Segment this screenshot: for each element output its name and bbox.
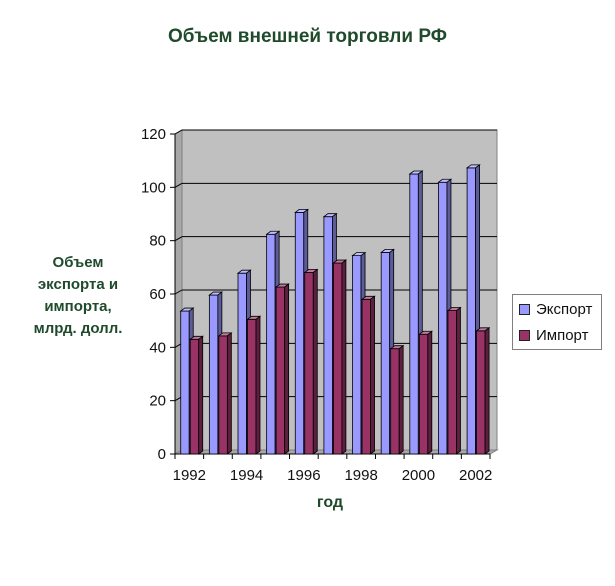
y-axis-label: Объем экспорта и импорта, млрд. долл.: [33, 254, 123, 337]
y-tick-label: 120: [141, 126, 166, 143]
bar-import-1993: [218, 335, 228, 455]
bar-import-1997-side: [341, 259, 347, 455]
bar-export-2002: [466, 167, 476, 455]
bar-import-1998-side: [370, 295, 375, 455]
bar-import-1995-side: [284, 283, 290, 455]
bar-import-2001: [447, 310, 457, 455]
x-tick-label: 1998: [344, 467, 377, 484]
x-axis-label: год: [316, 494, 344, 511]
bar-export-1992: [180, 310, 190, 455]
bar-import-2000: [418, 333, 429, 455]
gridline-side: [174, 129, 183, 135]
bar-import-1992-side: [198, 335, 204, 455]
bar-export-1998: [352, 255, 362, 455]
bar-export-1996: [294, 211, 305, 455]
y-tick-label: 100: [141, 179, 166, 196]
bar-import-1997: [333, 262, 343, 455]
gridline-side: [174, 182, 183, 188]
legend-label-import: Импорт: [536, 327, 589, 344]
bar-import-1994-side: [255, 315, 261, 455]
x-tick-label: 2000: [402, 467, 435, 484]
bar-import-2001-side: [456, 306, 461, 455]
bar-export-2001: [438, 181, 448, 455]
y-tick-label: 20: [149, 393, 166, 410]
x-tick-label: 2002: [459, 467, 492, 484]
bar-export-1995: [266, 233, 276, 455]
y-tick-label: 80: [149, 233, 166, 250]
bar-export-2000: [409, 173, 419, 455]
bar-import-2000-side: [427, 330, 433, 455]
chart-legend: Экспорт Импорт: [512, 294, 602, 350]
bar-import-2002-side: [484, 326, 490, 455]
x-tick-label: 1996: [287, 467, 320, 484]
y-tick-label: 40: [149, 339, 166, 356]
bar-import-1994: [247, 318, 257, 455]
bar-export-1994: [237, 272, 247, 455]
chart-title: Объем внешней торговли РФ: [168, 26, 447, 47]
bar-import-1999-side: [398, 344, 404, 455]
legend-entry-import: Импорт: [519, 327, 588, 345]
bar-export-1997: [323, 216, 333, 455]
legend-swatch-import: [519, 329, 530, 341]
legend-entry-export: Экспорт: [519, 301, 592, 319]
bar-import-1996: [304, 271, 314, 455]
y-tick-label: 60: [149, 286, 166, 303]
x-tick-label: 1994: [230, 467, 263, 484]
bar-import-1999: [390, 348, 400, 455]
bar-export-1999: [380, 251, 391, 455]
bar-import-1995: [275, 286, 286, 455]
legend-swatch-export: [519, 303, 530, 315]
bar-export-1993: [208, 294, 219, 455]
legend-label-export: Экспорт: [536, 301, 593, 318]
bar-import-1996-side: [312, 268, 318, 455]
bar-import-1992: [189, 338, 200, 455]
bar-import-1998: [361, 298, 371, 455]
bar-import-2002: [476, 330, 486, 455]
gridline-side: [174, 289, 183, 295]
gridline-side: [174, 236, 183, 242]
y-tick-label: 0: [158, 446, 166, 463]
x-tick-label: 1992: [173, 467, 206, 484]
bar-import-1993-side: [226, 332, 232, 455]
